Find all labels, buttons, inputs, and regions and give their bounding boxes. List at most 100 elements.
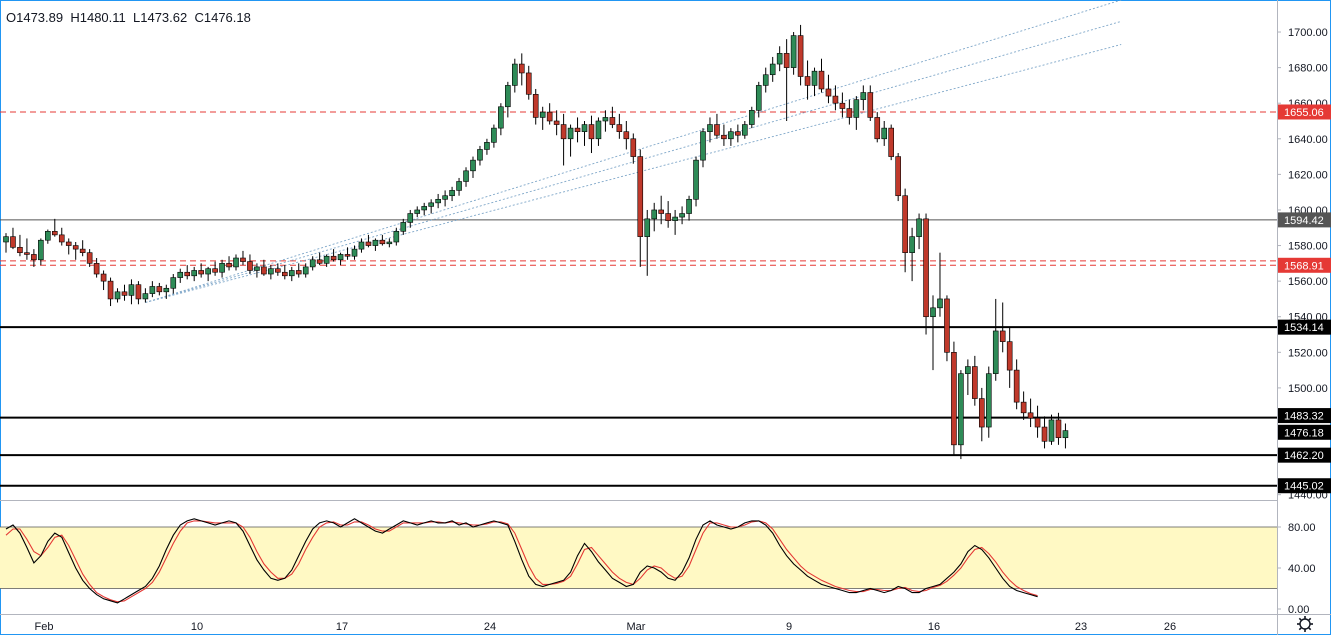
candle-body-109 xyxy=(762,74,769,86)
candle-6 xyxy=(45,229,51,244)
candle-59 xyxy=(414,206,421,218)
price-label-box-2 xyxy=(1278,257,1331,273)
candle-body-113 xyxy=(790,35,797,68)
price-tick-label-6: 1580.00 xyxy=(1288,241,1328,253)
candle-body-60 xyxy=(421,206,428,211)
candle-135 xyxy=(944,295,950,362)
candle-body-87 xyxy=(609,117,616,125)
candle-81 xyxy=(567,124,574,157)
candle-body-123 xyxy=(860,92,867,100)
candle-41 xyxy=(288,266,295,282)
candle-body-49 xyxy=(344,254,351,257)
price-label-6: 1462.20 xyxy=(1278,447,1331,463)
candle-75 xyxy=(525,65,532,100)
candle-116 xyxy=(811,67,818,97)
candle-body-129 xyxy=(902,195,908,253)
candle-body-8 xyxy=(58,234,65,243)
stoch-band xyxy=(0,527,1277,589)
candle-33 xyxy=(233,254,239,271)
candle-65 xyxy=(456,177,462,196)
candle-body-92 xyxy=(644,218,651,237)
candle-141 xyxy=(985,366,992,438)
candle-body-95 xyxy=(665,213,671,221)
candle-127 xyxy=(888,124,894,161)
candle-28 xyxy=(198,263,204,278)
candle-98 xyxy=(686,195,692,221)
candle-55 xyxy=(386,238,393,248)
candle-19 xyxy=(135,281,142,305)
candle-body-136 xyxy=(951,352,957,446)
price-label-4: 1483.32 xyxy=(1278,408,1331,424)
price-label-box-6 xyxy=(1278,447,1331,463)
candle-77 xyxy=(539,106,546,130)
candle-109 xyxy=(762,67,769,93)
candle-82 xyxy=(574,117,581,143)
candle-96 xyxy=(672,209,678,235)
candle-body-147 xyxy=(1027,412,1034,419)
candle-48 xyxy=(337,252,344,266)
ohlc-legend: O1473.89 H1480.11 L1473.62 C1476.18 xyxy=(6,10,251,25)
candle-body-28 xyxy=(198,270,204,275)
candle-133 xyxy=(930,295,936,371)
price-label-0: 1655.06 xyxy=(1278,104,1331,120)
candle-5 xyxy=(38,238,44,266)
candle-body-88 xyxy=(616,124,623,132)
candle-body-110 xyxy=(769,63,776,76)
candle-62 xyxy=(435,193,441,209)
candle-body-57 xyxy=(400,222,407,232)
candle-body-130 xyxy=(909,236,915,253)
candle-body-102 xyxy=(714,124,720,136)
candle-138 xyxy=(965,359,971,396)
candle-73 xyxy=(512,58,518,93)
ohlc-open: O1473.89 xyxy=(6,10,64,25)
candle-2 xyxy=(17,234,23,257)
settings-gear-icon[interactable] xyxy=(1297,616,1313,632)
candle-93 xyxy=(651,202,658,232)
candle-body-15 xyxy=(107,280,114,300)
candle-9 xyxy=(65,238,72,255)
candle-body-69 xyxy=(484,142,490,150)
candle-body-137 xyxy=(958,373,964,446)
candle-74 xyxy=(518,53,525,86)
candle-body-106 xyxy=(742,124,748,136)
candle-107 xyxy=(748,106,755,129)
candle-149 xyxy=(1041,416,1048,449)
candle-58 xyxy=(407,209,414,228)
price-axis-ticks: 1700.001680.001660.001640.001620.001600.… xyxy=(1277,27,1328,502)
stochastic-axis-ticks: 80.00 40.00 0.00 xyxy=(1277,522,1316,616)
candle-66 xyxy=(463,167,469,187)
candle-113 xyxy=(790,32,797,75)
candle-body-48 xyxy=(337,254,344,261)
candle-body-17 xyxy=(121,291,128,296)
candle-body-51 xyxy=(358,241,365,250)
candle-body-67 xyxy=(470,159,476,172)
candle-body-36 xyxy=(254,266,260,271)
candle-body-25 xyxy=(177,271,184,278)
candle-body-63 xyxy=(442,195,448,200)
candle-126 xyxy=(881,120,888,146)
candle-body-126 xyxy=(881,127,888,140)
candle-body-3 xyxy=(24,252,30,255)
candle-35 xyxy=(247,254,253,275)
candle-body-21 xyxy=(149,286,156,294)
candle-144 xyxy=(1006,327,1013,388)
candle-body-46 xyxy=(323,255,330,264)
candle-20 xyxy=(142,288,149,303)
candle-39 xyxy=(275,263,281,276)
price-label-text-2: 1568.91 xyxy=(1284,260,1324,272)
candle-body-85 xyxy=(595,120,602,140)
candle-body-127 xyxy=(888,127,894,157)
price-label-text-6: 1462.20 xyxy=(1284,450,1324,462)
candle-body-118 xyxy=(825,88,832,97)
candle-body-96 xyxy=(672,216,678,221)
candle-body-42 xyxy=(295,270,302,275)
candle-body-47 xyxy=(330,255,337,261)
stoch-d-line xyxy=(5,520,1038,603)
candle-80 xyxy=(560,113,567,166)
candle-67 xyxy=(470,156,476,178)
candle-21 xyxy=(149,281,156,298)
price-tick-label-10: 1500.00 xyxy=(1288,383,1328,395)
candle-body-50 xyxy=(351,248,358,257)
candle-134 xyxy=(937,252,943,317)
